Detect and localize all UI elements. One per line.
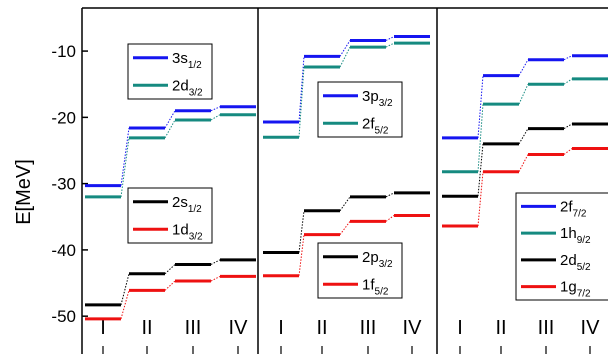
series-2d-3-2 (85, 113, 256, 199)
connector (298, 56, 305, 123)
connector (385, 215, 395, 222)
y-tick-label: -30 (51, 175, 76, 194)
connector (210, 106, 221, 112)
connector (120, 273, 130, 306)
connector (563, 123, 573, 130)
legend-box (127, 187, 213, 244)
legend-box (317, 81, 403, 138)
series-2d-5-2 (442, 122, 608, 198)
connector (518, 154, 529, 172)
series-2f-7-2 (442, 54, 608, 140)
connector (563, 55, 573, 61)
category-label: IV (581, 317, 601, 339)
panels: -10-20-30-40-50I II III IV3s1/22d3/22s1/21d… (51, 7, 608, 354)
legend-subscript: 3/2 (189, 87, 203, 98)
connector (385, 42, 395, 48)
connector (477, 104, 484, 172)
category-label: II (141, 317, 152, 339)
legend-subscript: 3/2 (379, 98, 393, 109)
connector (164, 280, 176, 291)
legend-subscript: 5/2 (375, 125, 389, 136)
connector (298, 234, 305, 276)
connector (518, 128, 529, 145)
connector (385, 192, 395, 198)
connector (339, 40, 351, 57)
y-tick-label: -40 (51, 241, 76, 260)
connector (120, 290, 130, 319)
connector (518, 59, 529, 76)
legend-subscript: 9/2 (577, 235, 591, 246)
connector (563, 78, 573, 85)
legend-box (317, 242, 403, 299)
y-axis-label: E[MeV] (13, 159, 35, 225)
connector (298, 210, 305, 253)
series-1g-7-2 (442, 147, 608, 228)
legend-subscript: 7/2 (577, 289, 591, 300)
category-label: II (316, 317, 327, 339)
connector (518, 84, 529, 105)
series-1d-3-2 (85, 274, 256, 321)
legend-subscript: 5/2 (375, 286, 389, 297)
connector (298, 66, 305, 138)
category-label: IV (403, 317, 423, 339)
legend-subscript: 3/2 (379, 259, 393, 270)
connector (477, 75, 484, 138)
category-label: IV (229, 317, 249, 339)
connector (210, 114, 221, 121)
connector (164, 119, 176, 139)
series-2p-3-2 (263, 191, 430, 255)
connector (339, 196, 351, 212)
connector (339, 221, 351, 235)
category-label: I (278, 317, 284, 339)
category-label: I (457, 317, 463, 339)
legend-subscript: 3/2 (189, 231, 203, 242)
series-2s-1-2 (85, 258, 256, 307)
legend-subscript: 1/2 (188, 204, 202, 215)
series-3s-1-2 (85, 105, 256, 188)
y-tick-label: -50 (51, 307, 76, 326)
connector (164, 110, 176, 129)
category-label: III (538, 317, 555, 339)
y-tick-label: -10 (51, 42, 76, 61)
connector (339, 46, 351, 68)
category-label: II (495, 317, 506, 339)
connector (210, 275, 221, 282)
series-1h-9-2 (442, 77, 608, 174)
legend-subscript: 5/2 (577, 262, 591, 273)
connector (385, 36, 395, 41)
category-label: III (360, 317, 377, 339)
connector (210, 259, 221, 265)
series-3p-3-2 (263, 34, 430, 124)
category-label: I (100, 317, 106, 339)
connector (477, 143, 484, 197)
series-1f-5-2 (263, 213, 430, 278)
connector (477, 171, 484, 227)
legend-subscript: 7/2 (573, 208, 587, 219)
connector (120, 127, 130, 186)
legend-subscript: 1/2 (188, 60, 202, 71)
y-tick-label: -20 (51, 108, 76, 127)
legend-box (515, 192, 608, 301)
series-2f-5-2 (263, 41, 430, 139)
category-label: III (185, 317, 202, 339)
connector (164, 264, 176, 275)
connector (120, 137, 130, 197)
legend-box (127, 43, 213, 100)
connector (563, 148, 573, 155)
